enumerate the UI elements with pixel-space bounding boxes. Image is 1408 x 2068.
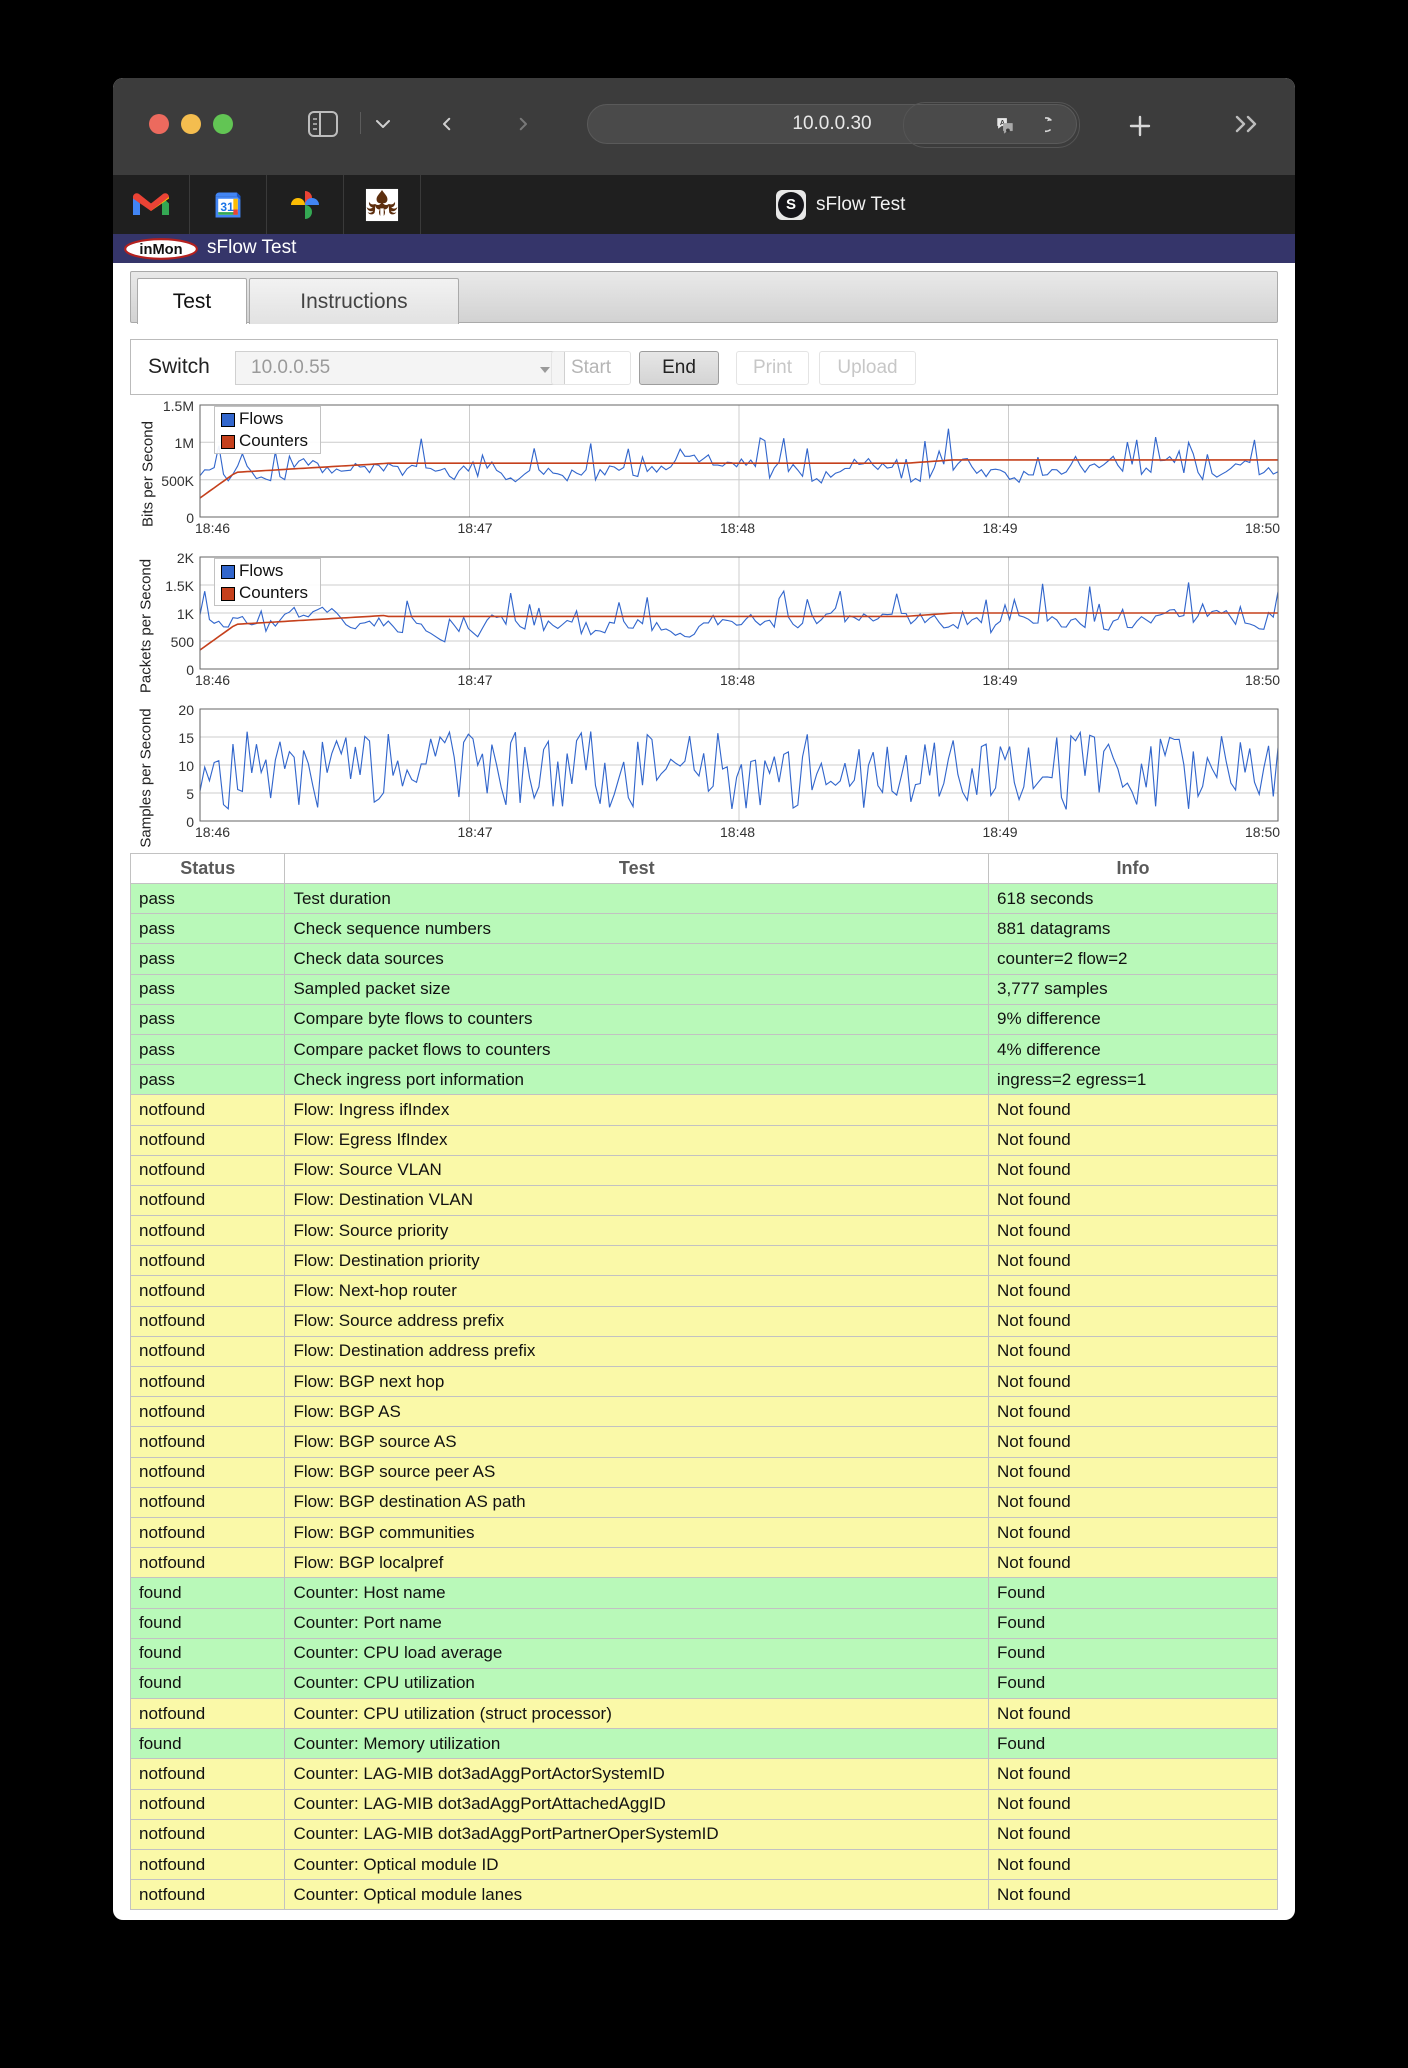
svg-text:31: 31: [220, 200, 234, 214]
svg-text:inMon: inMon: [139, 241, 182, 257]
